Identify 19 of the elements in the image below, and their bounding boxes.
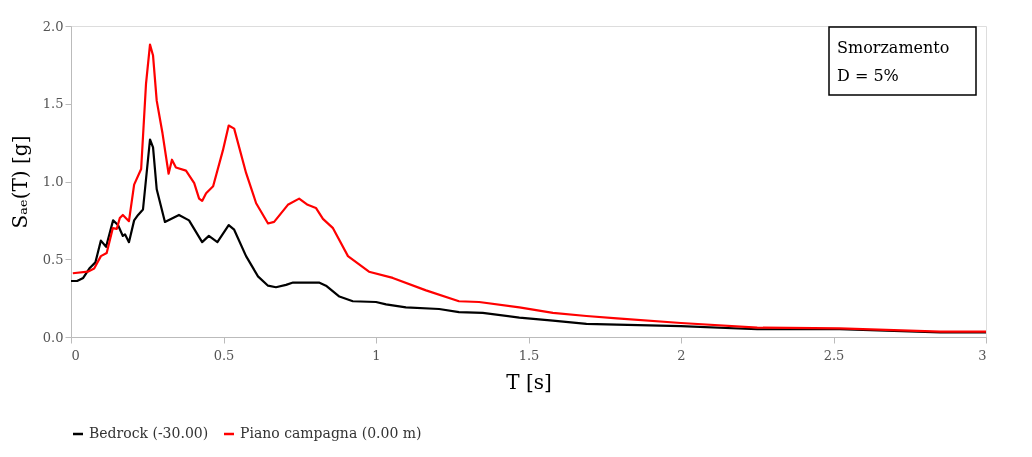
y-axis-title: Sₐₑ(T) [g] [7,135,32,229]
x-tick-label: 1 [372,347,381,363]
y-tick-label: 2.0 [42,18,64,34]
x-tick-label: 0.5 [213,347,235,363]
x-tick-label: 0 [71,347,80,363]
annotation: Smorzamento [837,38,950,57]
y-tick-label: 1.0 [42,174,64,189]
line-series [71,43,986,333]
x-tick-label: 2.5 [823,347,845,363]
y-tick-label: 0.0 [42,329,64,345]
x-tick-label: 2 [677,347,686,363]
y-tick-label: 1.5 [42,96,64,112]
x-axis-title: T [s] [506,369,552,394]
legend-label: Bedrock (-30.00) [89,425,209,441]
x-tick-label: 1.5 [518,347,540,363]
y-tick-label: 0.5 [42,251,64,267]
annotation: D = 5% [837,66,899,85]
legend-label: Piano campagna (0.00 m) [240,425,422,441]
x-tick-label: 3 [978,347,987,363]
